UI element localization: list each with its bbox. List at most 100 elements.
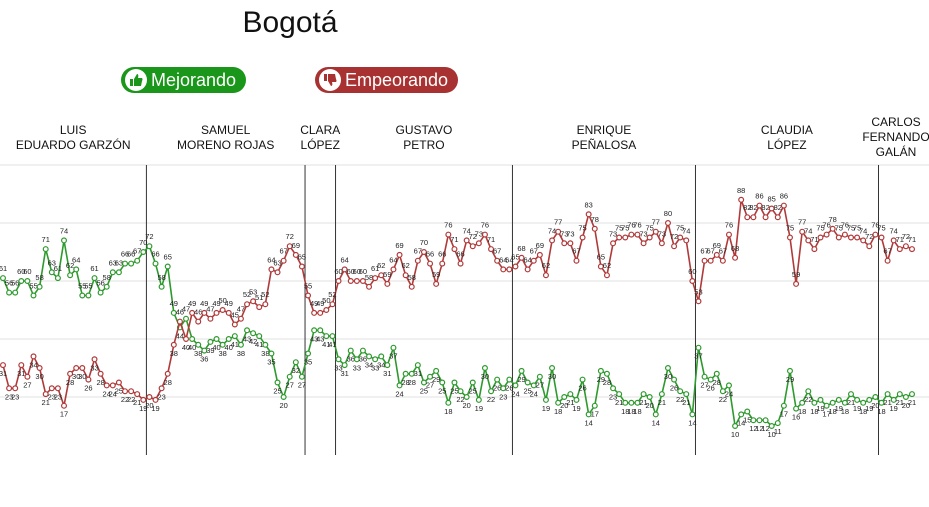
data-label: 28 — [408, 378, 416, 387]
point — [762, 214, 769, 221]
point — [494, 257, 501, 264]
point — [707, 376, 714, 383]
point — [427, 373, 434, 380]
point — [225, 309, 232, 316]
data-label: 60 — [17, 267, 25, 276]
data-label: 66 — [121, 250, 129, 259]
data-label: 27 — [23, 381, 31, 390]
point — [677, 234, 684, 241]
data-label: 72 — [670, 232, 678, 241]
point — [671, 243, 678, 250]
point — [555, 228, 562, 235]
point — [408, 370, 415, 377]
data-label: 75 — [786, 223, 794, 232]
point — [695, 344, 702, 351]
data-label: 19 — [865, 404, 873, 413]
point — [420, 379, 427, 386]
data-label: 75 — [847, 223, 855, 232]
point — [164, 370, 171, 377]
data-label: 70 — [420, 238, 428, 247]
data-label: 52 — [261, 290, 269, 299]
data-label: 14 — [652, 418, 660, 427]
data-label: 62 — [377, 261, 385, 270]
data-label: 20 — [279, 401, 287, 410]
point — [750, 214, 757, 221]
point — [701, 373, 708, 380]
point — [347, 347, 354, 354]
data-label: 26 — [670, 384, 678, 393]
point — [640, 240, 647, 247]
data-label: 76 — [841, 221, 849, 230]
data-label: 20 — [645, 401, 653, 410]
series-line — [2, 199, 913, 409]
point — [189, 336, 196, 343]
data-label: 19 — [475, 404, 483, 413]
period-label: LÓPEZ — [767, 137, 806, 152]
point — [774, 420, 781, 427]
data-label: 67 — [530, 247, 538, 256]
data-label: 27 — [298, 381, 306, 390]
point — [506, 376, 513, 383]
point — [128, 388, 135, 395]
point — [823, 402, 830, 409]
data-label: 28 — [96, 378, 104, 387]
data-label: 12 — [761, 424, 769, 433]
data-label: 23 — [5, 392, 13, 401]
point — [689, 411, 696, 418]
data-label: 63 — [115, 258, 123, 267]
point — [85, 292, 92, 299]
data-label: 38 — [261, 349, 269, 358]
point — [841, 231, 848, 238]
point — [109, 269, 116, 276]
point — [311, 309, 318, 316]
data-label: 21 — [883, 398, 891, 407]
point — [274, 269, 281, 276]
data-label: 27 — [536, 381, 544, 390]
point — [732, 254, 739, 261]
data-label: 27 — [286, 381, 294, 390]
data-label: 23 — [499, 392, 507, 401]
point — [109, 382, 116, 389]
data-label: 53 — [249, 287, 257, 296]
point — [298, 373, 305, 380]
data-label: 77 — [652, 218, 660, 227]
data-label: 65 — [298, 252, 306, 261]
data-label: 24 — [103, 389, 111, 398]
data-label: 18 — [627, 407, 635, 416]
point — [30, 292, 37, 299]
data-label: 21 — [566, 398, 574, 407]
data-label: 21 — [896, 398, 904, 407]
data-label: 40 — [212, 343, 220, 352]
data-label: 28 — [164, 378, 172, 387]
point — [524, 379, 531, 386]
period-label: PEÑALOSA — [572, 138, 637, 152]
data-label: 60 — [359, 267, 367, 276]
data-label: 42 — [249, 337, 257, 346]
point — [134, 391, 141, 398]
data-label: 71 — [896, 235, 904, 244]
point — [756, 417, 763, 424]
data-label: 73 — [609, 229, 617, 238]
data-label: 34 — [29, 360, 37, 369]
point — [280, 394, 287, 401]
data-label: 51 — [255, 293, 263, 302]
point — [622, 234, 629, 241]
point — [475, 396, 482, 403]
point — [500, 385, 507, 392]
point — [774, 214, 781, 221]
data-label: 19 — [835, 404, 843, 413]
point — [854, 396, 861, 403]
data-label: 69 — [536, 241, 544, 250]
data-label: 30 — [548, 372, 556, 381]
point — [183, 336, 190, 343]
point — [847, 234, 854, 241]
data-label: 47 — [182, 305, 190, 314]
point — [695, 298, 702, 305]
point — [134, 257, 141, 264]
point — [640, 391, 647, 398]
point — [366, 283, 373, 290]
data-label: 82 — [761, 203, 769, 212]
data-label: 58 — [103, 273, 111, 282]
point — [335, 278, 342, 285]
point — [18, 278, 25, 285]
